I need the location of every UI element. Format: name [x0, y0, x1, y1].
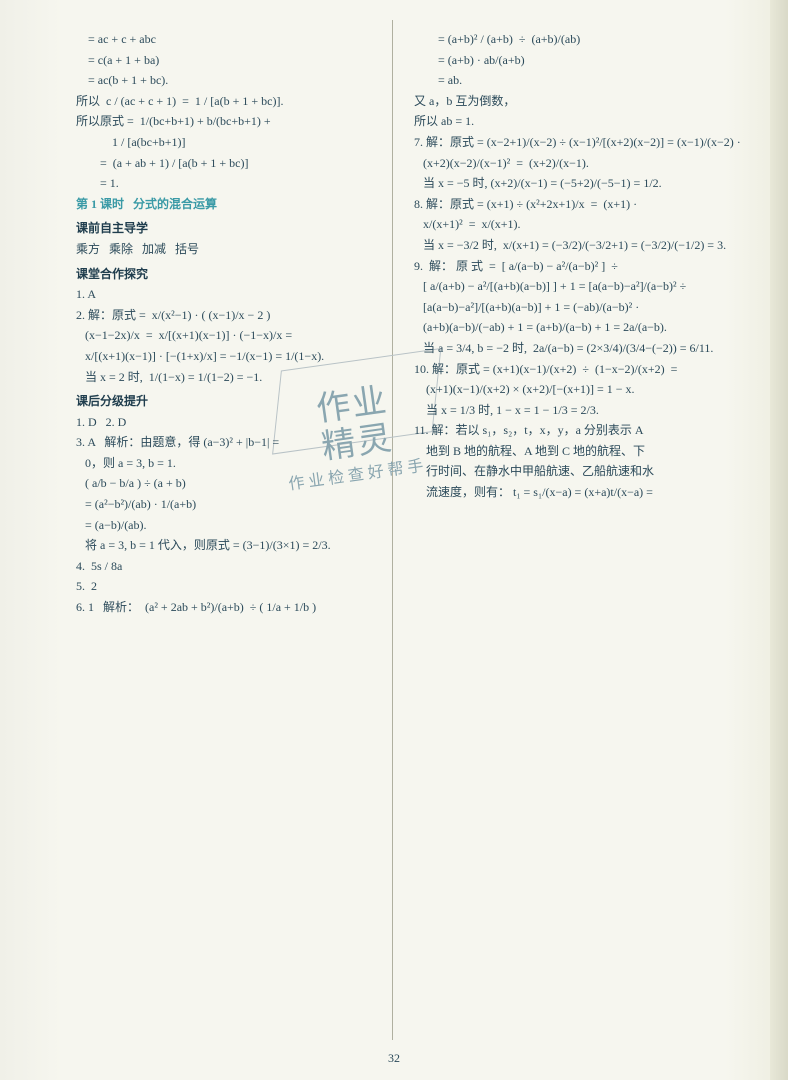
math-line: 0，则 a = 3, b = 1. — [76, 454, 386, 473]
math-line: 当 x = −5 时, (x+2)/(x−1) = (−5+2)/(−5−1) … — [414, 174, 724, 193]
math-line: 7. 解：原式 = (x−2+1)/(x−2) ÷ (x−1)²/[(x+2)(… — [414, 133, 724, 152]
math-line: 5. 2 — [76, 577, 386, 596]
math-line: 4. 5s / 8a — [76, 557, 386, 576]
math-line: 地到 B 地的航程、A 地到 C 地的航程、下 — [414, 442, 724, 461]
math-line: 乘方 乘除 加减 括号 — [76, 240, 386, 259]
math-line: 1. D 2. D — [76, 413, 386, 432]
math-line: = (a+b)² / (a+b) ÷ (a+b)/(ab) — [414, 30, 724, 49]
math-line: x/(x+1)² = x/(x+1). — [414, 215, 724, 234]
math-line: = ab. — [414, 71, 724, 90]
math-line: 当 x = 1/3 时, 1 − x = 1 − 1/3 = 2/3. — [414, 401, 724, 420]
lesson-heading: 第 1 课时 分式的混合运算 — [76, 195, 386, 214]
math-line: 当 x = −3/2 时, x/(x+1) = (−3/2)/(−3/2+1) … — [414, 236, 724, 255]
math-line: 流速度，则有： t₁ = s₁/(x−a) = (x+a)t/(x−a) = — [414, 483, 724, 502]
math-line: x/[(x+1)(x−1)] · [−(1+x)/x] = −1/(x−1) =… — [76, 347, 386, 366]
math-line: 当 a = 3/4, b = −2 时, 2a/(a−b) = (2×3/4)/… — [414, 339, 724, 358]
math-line: 6. 1 解析： (a² + 2ab + b²)/(a+b) ÷ ( 1/a +… — [76, 598, 386, 617]
page-spine — [770, 0, 788, 1080]
math-line: (a+b)(a−b)/(−ab) + 1 = (a+b)/(a−b) + 1 =… — [414, 318, 724, 337]
math-line: 当 x = 2 时, 1/(1−x) = 1/(1−2) = −1. — [76, 368, 386, 387]
math-line: 10. 解：原式 = (x+1)(x−1)/(x+2) ÷ (1−x−2)/(x… — [414, 360, 724, 379]
page-number: 32 — [0, 1051, 788, 1066]
page: 作业 精灵 作业检查好帮手 = ac + c + abc = c(a + 1 +… — [0, 0, 788, 1080]
math-line: 又 a，b 互为倒数， — [414, 92, 724, 111]
math-line: = (a+b) · ab/(a+b) — [414, 51, 724, 70]
math-line: = ac + c + abc — [76, 30, 386, 49]
math-line: (x−1−2x)/x = x/[(x+1)(x−1)] · (−1−x)/x = — [76, 326, 386, 345]
section-heading: 课后分级提升 — [76, 392, 386, 411]
math-line: 所以 ab = 1. — [414, 112, 724, 131]
math-line: 将 a = 3, b = 1 代入，则原式 = (3−1)/(3×1) = 2/… — [76, 536, 386, 555]
section-heading: 课堂合作探究 — [76, 265, 386, 284]
math-line: 1 / [a(bc+b+1)] — [76, 133, 386, 152]
math-line: [ a/(a+b) − a²/[(a+b)(a−b)] ] + 1 = [a(a… — [414, 277, 724, 296]
math-line: = (a−b)/(ab). — [76, 516, 386, 535]
math-line: (x+2)(x−2)/(x−1)² = (x+2)/(x−1). — [414, 154, 724, 173]
math-line: 3. A 解析：由题意，得 (a−3)² + |b−1| = — [76, 433, 386, 452]
math-line: 2. 解：原式 = x/(x²−1) · ( (x−1)/x − 2 ) — [76, 306, 386, 325]
math-line: 9. 解： 原 式 = [ a/(a−b) − a²/(a−b)² ] ÷ — [414, 257, 724, 276]
math-line: [a(a−b)−a²]/[(a+b)(a−b)] + 1 = (−ab)/(a−… — [414, 298, 724, 317]
math-line: 所以 c / (ac + c + 1) = 1 / [a(b + 1 + bc)… — [76, 92, 386, 111]
right-column: = (a+b)² / (a+b) ÷ (a+b)/(ab) = (a+b) · … — [414, 28, 724, 504]
math-line: = ac(b + 1 + bc). — [76, 71, 386, 90]
math-line: 所以原式 = 1/(bc+b+1) + b/(bc+b+1) + — [76, 112, 386, 131]
math-line: ( a/b − b/a ) ÷ (a + b) — [76, 474, 386, 493]
math-line: 1. A — [76, 285, 386, 304]
math-line: = (a + ab + 1) / [a(b + 1 + bc)] — [76, 154, 386, 173]
math-line: 行时间、在静水中甲船航速、乙船航速和水 — [414, 462, 724, 481]
math-line: = 1. — [76, 174, 386, 193]
math-line: (x+1)(x−1)/(x+2) × (x+2)/[−(x+1)] = 1 − … — [414, 380, 724, 399]
math-line: = c(a + 1 + ba) — [76, 51, 386, 70]
math-line: 11. 解：若以 s₁，s₂，t，x，y，a 分别表示 A — [414, 421, 724, 440]
math-line: 8. 解：原式 = (x+1) ÷ (x²+2x+1)/x = (x+1) · — [414, 195, 724, 214]
left-column: = ac + c + abc = c(a + 1 + ba) = ac(b + … — [76, 28, 386, 619]
math-line: = (a²−b²)/(ab) · 1/(a+b) — [76, 495, 386, 514]
section-heading: 课前自主导学 — [76, 219, 386, 238]
